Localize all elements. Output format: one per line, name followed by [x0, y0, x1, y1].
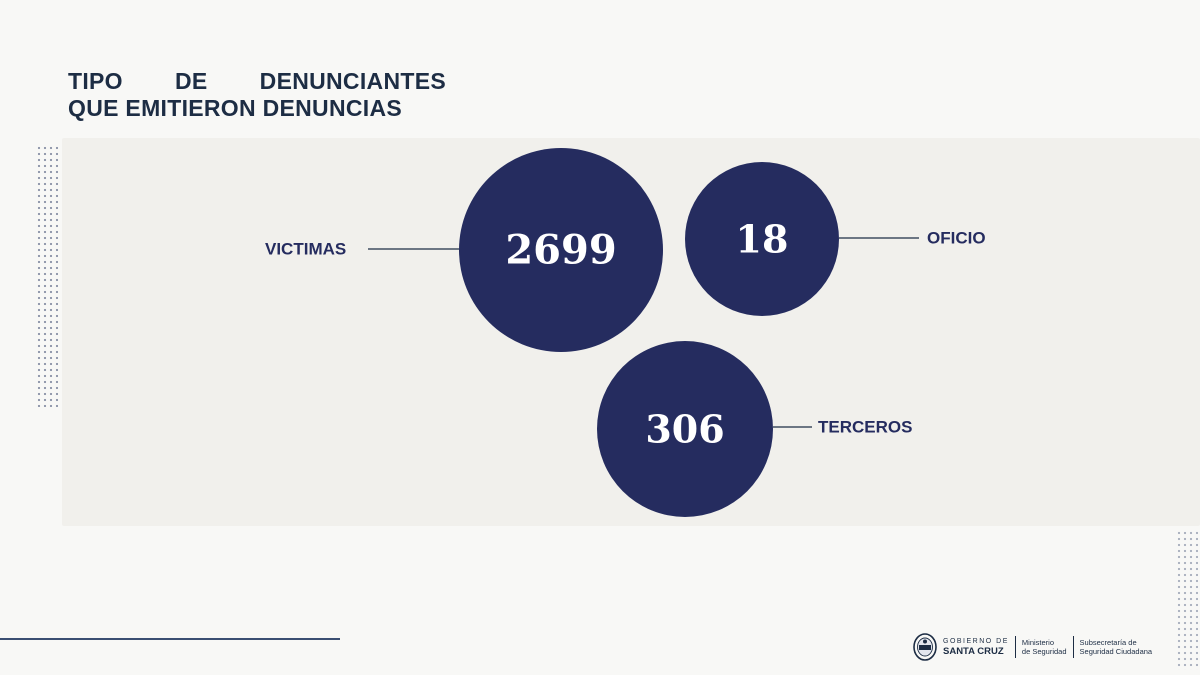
bubble-label-victimas: VICTIMAS — [265, 240, 346, 259]
page-title: TIPO DE DENUNCIANTES QUE EMITIERON DENUN… — [68, 68, 446, 122]
title-word: DENUNCIANTES — [259, 68, 446, 94]
subsecretaria-line: Seguridad Ciudadana — [1079, 647, 1153, 656]
title-word: TIPO — [68, 68, 123, 94]
bubble-label-oficio: OFICIO — [927, 229, 986, 248]
footer-separator — [1072, 636, 1074, 658]
bubble-value-victimas: 2699 — [505, 227, 616, 274]
gobierno-line-1: GOBIERNO DE — [943, 638, 1009, 645]
bubble-label-terceros: TERCEROS — [818, 418, 912, 437]
decorative-dot-grid — [36, 145, 58, 407]
title-line-1: TIPO DE DENUNCIANTES — [68, 68, 446, 95]
ministerio-line: Ministerio — [1021, 638, 1054, 647]
gobierno-line-2: SANTA CRUZ — [943, 646, 1004, 657]
ministerio-text: Ministerio de Seguridad — [1022, 638, 1067, 656]
title-word: DE — [174, 68, 208, 94]
bubble-terceros — [597, 341, 773, 517]
bubble-value-terceros: 306 — [645, 407, 724, 452]
title-line-2: QUE EMITIERON DENUNCIAS — [68, 95, 403, 121]
subsecretaria-line: Subsecretaría de — [1079, 638, 1137, 647]
bubble-oficio — [685, 162, 839, 316]
ministerio-line: de Seguridad — [1021, 647, 1067, 656]
footer-logos: GOBIERNO DE SANTA CRUZ Ministerio de Seg… — [913, 631, 1152, 663]
footer-divider-line — [0, 638, 340, 640]
gobierno-logo-text: GOBIERNO DE SANTA CRUZ — [943, 637, 1009, 657]
bubble-victimas — [459, 148, 663, 352]
footer-separator — [1014, 636, 1016, 658]
subsecretaria-text: Subsecretaría de Seguridad Ciudadana — [1080, 638, 1153, 656]
bubble-value-oficio: 18 — [736, 217, 789, 262]
decorative-dot-grid — [1176, 530, 1198, 670]
santa-cruz-seal-icon — [913, 633, 937, 661]
